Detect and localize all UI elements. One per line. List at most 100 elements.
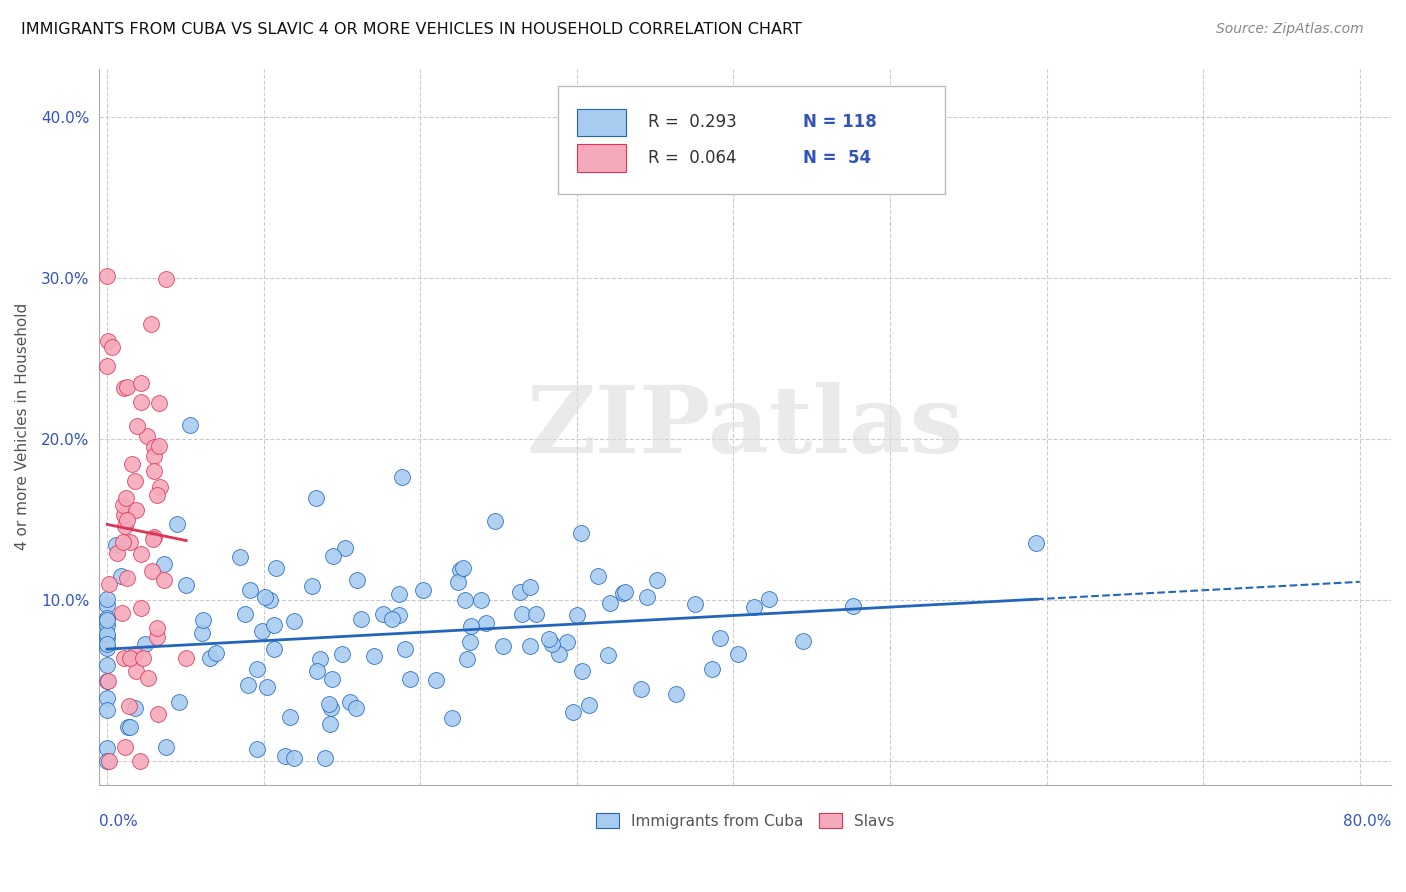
Point [191,613,214,627]
Point [441,711,464,725]
Point [330,647,353,661]
Point [307,665,329,679]
Point [266,561,288,575]
Point [153,573,176,587]
Legend: Immigrants from Cuba, Slavs: Immigrants from Cuba, Slavs [591,806,900,835]
Point [373,607,395,621]
Point [246,742,269,756]
Point [146,488,169,502]
FancyBboxPatch shape [578,109,626,136]
Point [322,549,344,563]
Point [758,592,780,607]
Point [309,652,332,666]
Text: 80.0%: 80.0% [1343,814,1391,829]
Point [283,614,305,628]
Point [146,621,169,635]
Point [129,601,152,615]
Point [792,633,814,648]
Point [205,646,228,660]
Point [111,534,134,549]
Point [321,672,343,686]
Point [363,648,385,663]
Point [96,269,118,284]
Point [509,584,531,599]
Point [124,474,146,488]
Point [484,514,506,528]
Point [339,694,361,708]
Point [596,648,619,662]
Point [346,574,368,588]
Point [599,596,621,610]
FancyBboxPatch shape [558,87,945,194]
Point [120,720,142,734]
Point [117,720,139,734]
Point [727,648,749,662]
Point [179,418,201,433]
Point [548,647,571,661]
Point [612,585,634,599]
Point [174,650,197,665]
Point [301,578,323,592]
Point [492,639,515,653]
Point [111,606,134,620]
Point [388,608,411,623]
Text: N =  54: N = 54 [803,149,872,167]
Point [702,662,724,676]
Point [394,642,416,657]
Point [283,751,305,765]
Point [125,503,148,517]
Point [111,499,134,513]
Point [96,658,118,673]
Point [318,717,340,731]
Text: R =  0.064: R = 0.064 [648,149,737,167]
Point [96,741,118,756]
Point [125,419,148,434]
Point [239,582,262,597]
Point [456,651,478,665]
Point [842,599,865,613]
Point [96,359,118,373]
Point [96,636,118,650]
Point [118,535,141,549]
Point [458,635,481,649]
Point [614,585,637,599]
Point [250,624,273,638]
Point [146,630,169,644]
Point [136,671,159,685]
Point [141,565,163,579]
Point [569,525,592,540]
Point [167,695,190,709]
Point [388,587,411,601]
Point [562,706,585,720]
Point [124,664,146,678]
Point [118,699,141,714]
Point [155,271,177,285]
Point [115,513,138,527]
Text: 0.0%: 0.0% [100,814,138,829]
Point [96,618,118,632]
Point [381,612,404,626]
Point [191,625,214,640]
Point [129,394,152,409]
Point [118,650,141,665]
Point [98,754,121,768]
Point [565,607,588,622]
Point [412,582,434,597]
Point [129,547,152,561]
Point [104,538,127,552]
Point [319,701,342,715]
Point [96,640,118,655]
Point [259,592,281,607]
Y-axis label: 4 or more Vehicles in Household: 4 or more Vehicles in Household [15,303,30,550]
Point [96,334,118,348]
Point [263,617,285,632]
Point [1025,536,1047,550]
Point [121,457,143,471]
Point [96,703,118,717]
Point [335,541,357,556]
Point [115,380,138,394]
Point [391,470,413,484]
Point [96,631,118,645]
Point [588,569,610,583]
Point [174,578,197,592]
